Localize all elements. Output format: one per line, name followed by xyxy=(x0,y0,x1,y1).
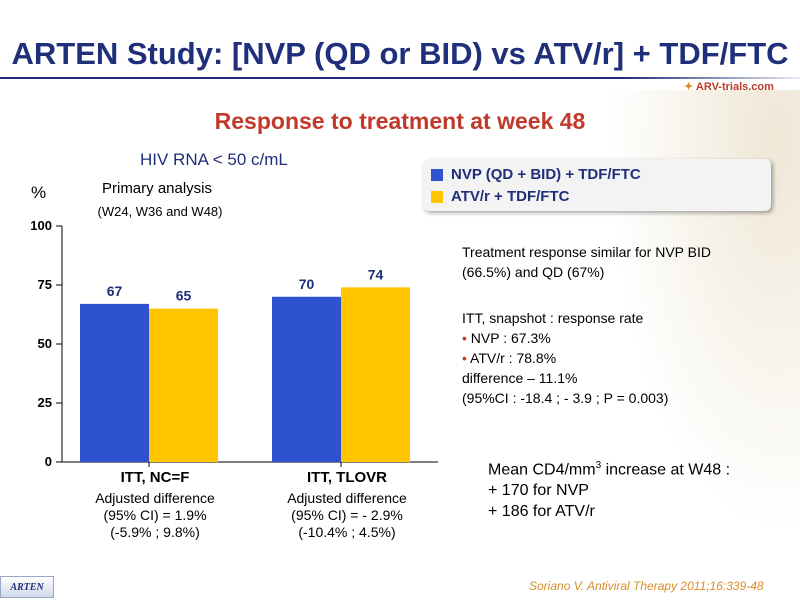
y-axis-label: % xyxy=(31,183,47,202)
x-tick-label: ITT, TLOVR xyxy=(307,469,387,486)
endpoint-label: HIV RNA < 50 c/mL xyxy=(140,150,288,169)
legend-swatch-atv xyxy=(431,190,443,203)
cd4-line: Mean CD4/mm3 increase at W48 : xyxy=(488,455,730,480)
cd4-line: + 170 for NVP xyxy=(488,482,589,500)
bar-nvp xyxy=(272,296,341,462)
chart-legend: NVP (QD + BID) + TDF/FTC ATV/r + TDF/FTC xyxy=(423,159,771,211)
itt-snapshot-note: ITT, snapshot : response rate • NVP : 67… xyxy=(462,308,668,408)
cd4-note: Mean CD4/mm3 increase at W48 : + 170 for… xyxy=(488,455,730,522)
note-line: (95%CI : -18.4 ; - 3.9 ; P = 0.003) xyxy=(462,390,669,406)
page-title: ARTEN Study: [NVP (QD or BID) vs ATV/r] … xyxy=(11,36,789,71)
bar-atv xyxy=(341,287,410,462)
y-tick-label: 25 xyxy=(38,395,52,410)
note-bullet-atv: • ATV/r : 78.8% xyxy=(462,348,668,368)
category-block-itt-ncf: ITT, NC=F Adjusted difference (95% CI) =… xyxy=(70,469,240,541)
x-tick-label: ITT, NC=F xyxy=(120,469,190,486)
adjusted-difference-label: Adjusted difference xyxy=(287,490,407,506)
note-line: NVP : 67.3% xyxy=(470,330,551,346)
bar-value-label: 74 xyxy=(368,266,384,282)
legend-label-atv: ATV/r + TDF/FTC xyxy=(451,188,570,205)
adjusted-difference-value: (95% CI) = 1.9% xyxy=(103,507,207,523)
bar-value-label: 65 xyxy=(176,288,192,304)
legend-label-nvp: NVP (QD + BID) + TDF/FTC xyxy=(451,166,641,183)
note-line: ITT, snapshot : response rate xyxy=(462,310,644,326)
note-line: ATV/r : 78.8% xyxy=(470,350,557,366)
adjusted-difference-ci: (-5.9% ; 9.8%) xyxy=(110,524,200,540)
adjusted-difference-label: Adjusted difference xyxy=(95,490,215,506)
legend-item-atv: ATV/r + TDF/FTC xyxy=(431,188,569,205)
bullet-icon: • xyxy=(462,330,467,346)
similar-response-note: Treatment response similar for NVP BID (… xyxy=(462,242,711,282)
legend-item-nvp: NVP (QD + BID) + TDF/FTC xyxy=(431,166,641,183)
bar-value-label: 67 xyxy=(107,283,123,299)
note-line: (66.5%) and QD (67%) xyxy=(462,264,605,280)
bar-nvp xyxy=(80,303,149,462)
brand-logo: ✦ ARV-trials.com xyxy=(684,80,774,93)
y-tick-label: 75 xyxy=(38,277,52,292)
y-tick-label: 100 xyxy=(30,218,52,233)
citation: Soriano V. Antiviral Therapy 2011;16:339… xyxy=(529,579,764,593)
cd4-sup: 3 xyxy=(595,460,602,471)
cd4-prefix: Mean CD4/mm xyxy=(488,461,596,479)
note-line: Treatment response similar for NVP BID xyxy=(462,244,711,260)
note-line: difference – 11.1% xyxy=(462,370,578,386)
title-divider xyxy=(0,77,800,79)
primary-analysis-label: Primary analysis xyxy=(101,180,213,197)
bar-atv xyxy=(149,308,218,462)
note-bullet-nvp: • NVP : 67.3% xyxy=(462,328,668,348)
footer-tag: ARTEN xyxy=(0,576,54,598)
bar-value-label: 70 xyxy=(299,276,315,292)
y-tick-label: 50 xyxy=(38,336,52,351)
chart-bars: 67 65 70 74 xyxy=(80,266,410,462)
cd4-suffix: increase at W48 : xyxy=(601,461,731,479)
adjusted-difference-value: (95% CI) = - 2.9% xyxy=(291,507,403,523)
cd4-line: + 186 for ATV/r xyxy=(488,503,595,521)
analysis-window-label: (W24, W36 and W48) xyxy=(97,204,223,219)
bullet-icon: • xyxy=(462,350,467,366)
brand-text: ARV-trials.com xyxy=(695,81,774,93)
category-block-itt-tlovr: ITT, TLOVR Adjusted difference (95% CI) … xyxy=(262,469,432,541)
legend-swatch-nvp xyxy=(431,168,443,181)
y-tick-label: 0 xyxy=(45,454,52,469)
brand-icon: ✦ xyxy=(684,81,694,93)
adjusted-difference-ci: (-10.4% ; 4.5%) xyxy=(298,524,396,540)
chart-subtitle: Response to treatment at week 48 xyxy=(214,108,586,134)
